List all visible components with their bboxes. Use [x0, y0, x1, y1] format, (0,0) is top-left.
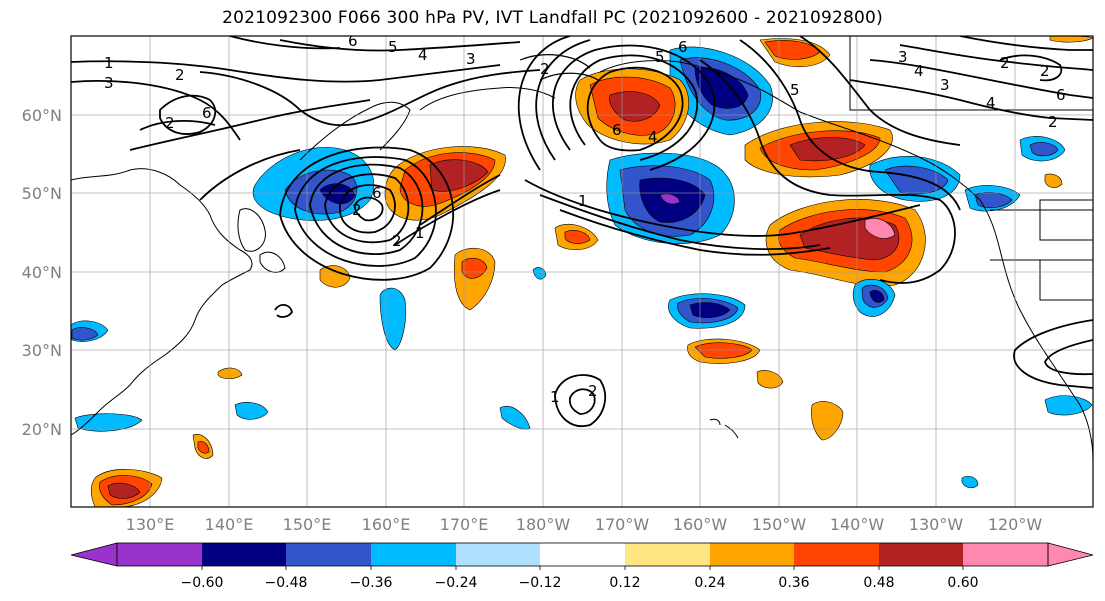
contour-label: 2: [392, 232, 402, 250]
lon-label: 160°W: [673, 515, 728, 534]
lat-label: 20°N: [22, 420, 62, 439]
contour-label: 6: [612, 121, 622, 139]
colorbar-tick-label: 0.24: [694, 575, 725, 591]
colorbar-tick-label: −0.60: [181, 575, 224, 591]
contour-label: 2: [165, 114, 175, 132]
contour-label: 2: [1048, 113, 1058, 131]
colorbar-tick-label: −0.48: [265, 575, 308, 591]
contour-label: 2: [1040, 62, 1050, 80]
contour-label: 6: [372, 184, 382, 202]
lon-label: 170°E: [440, 515, 489, 534]
contour-label: 1: [550, 388, 560, 406]
contour-label: 4: [648, 128, 658, 146]
contour-label: 5: [790, 81, 800, 99]
map-frame: [70, 35, 1094, 508]
lon-label: 120°W: [988, 515, 1043, 534]
lat-label: 40°N: [22, 263, 62, 282]
contour-label: 2: [352, 201, 362, 219]
lat-label: 50°N: [22, 184, 62, 203]
pv-contours: [71, 36, 1093, 427]
colorbar-tick-label: 0.60: [947, 575, 978, 591]
colorbar-arrow-max: [1047, 542, 1094, 567]
colorbar-swatch: [963, 543, 1048, 566]
lon-label: 140°E: [205, 515, 254, 534]
colorbar-tick-label: −0.36: [350, 575, 393, 591]
colorbar-swatch: [117, 543, 202, 566]
contour-label: 1: [578, 192, 588, 210]
colorbar-swatch: [371, 543, 456, 566]
contour-label: 6: [1056, 86, 1066, 104]
contour-label: 2: [1000, 54, 1010, 72]
contour-label: 5: [655, 48, 665, 66]
longitude-labels: 130°E 140°E 150°E 160°E 170°E 180°W 170°…: [126, 515, 1043, 534]
latitude-labels: 60°N 50°N 40°N 30°N 20°N: [22, 106, 62, 439]
lon-label: 150°W: [752, 515, 807, 534]
colorbar-swatch: [625, 543, 710, 566]
ivt-contours: [519, 54, 599, 81]
coastlines: [71, 36, 1093, 461]
colorbar-tick-label: 0.12: [609, 575, 640, 591]
contour-label: 6: [202, 104, 212, 122]
lon-label: 150°E: [283, 515, 332, 534]
lon-label: 160°E: [362, 515, 411, 534]
contour-label: 6: [348, 32, 358, 50]
map-title: 2021092300 F066 300 hPa PV, IVT Landfall…: [222, 8, 883, 28]
colorbar-swatch: [286, 543, 371, 566]
colorbar-swatch: [456, 543, 540, 566]
lon-label: 180°W: [516, 515, 571, 534]
contour-label: 4: [418, 46, 428, 64]
shaded-field: [71, 36, 1093, 507]
contour-label: 5: [388, 38, 398, 56]
colorbar-swatch: [202, 543, 286, 566]
colorbar-arrow-min: [70, 542, 118, 567]
contour-label: 3: [940, 76, 950, 94]
lon-label: 130°E: [126, 515, 175, 534]
gridlines: [71, 36, 1093, 507]
contour-label: 4: [986, 94, 996, 112]
colorbar-tick-label: −0.12: [519, 575, 562, 591]
colorbar-swatch: [540, 543, 625, 566]
colorbar-tick-label: −0.24: [435, 575, 478, 591]
contour-label: 1: [415, 224, 425, 242]
map-panel: 1 3 2 6 5 4 3 2 6 5 6 4 3 4 2 6 5 3 4 2 …: [71, 32, 1093, 507]
colorbar-swatch: [710, 543, 794, 566]
contour-label: 2: [540, 60, 550, 78]
contour-label: 6: [678, 38, 688, 56]
lon-label: 170°W: [595, 515, 650, 534]
contour-label: 4: [914, 62, 924, 80]
contour-label: 2: [175, 66, 185, 84]
contour-labels: 1 3 2 6 5 4 3 2 6 5 6 4 3 4 2 6 5 3 4 2 …: [104, 32, 1066, 406]
contour-label: 3: [466, 50, 476, 68]
contour-label: 3: [104, 74, 114, 92]
lat-label: 60°N: [22, 106, 62, 125]
lon-label: 130°W: [909, 515, 964, 534]
colorbar-swatch: [879, 543, 963, 566]
lat-label: 30°N: [22, 341, 62, 360]
contour-label: 2: [588, 382, 598, 400]
colorbar-swatch: [794, 543, 879, 566]
lon-label: 140°W: [830, 515, 885, 534]
colorbar-tick-label: 0.48: [863, 575, 894, 591]
contour-label: 1: [104, 54, 114, 72]
colorbar: −0.60 −0.48 −0.36 −0.24 −0.12 0.12 0.24 …: [70, 542, 1094, 591]
colorbar-tick-label: 0.36: [778, 575, 809, 591]
contour-label: 3: [898, 48, 908, 66]
